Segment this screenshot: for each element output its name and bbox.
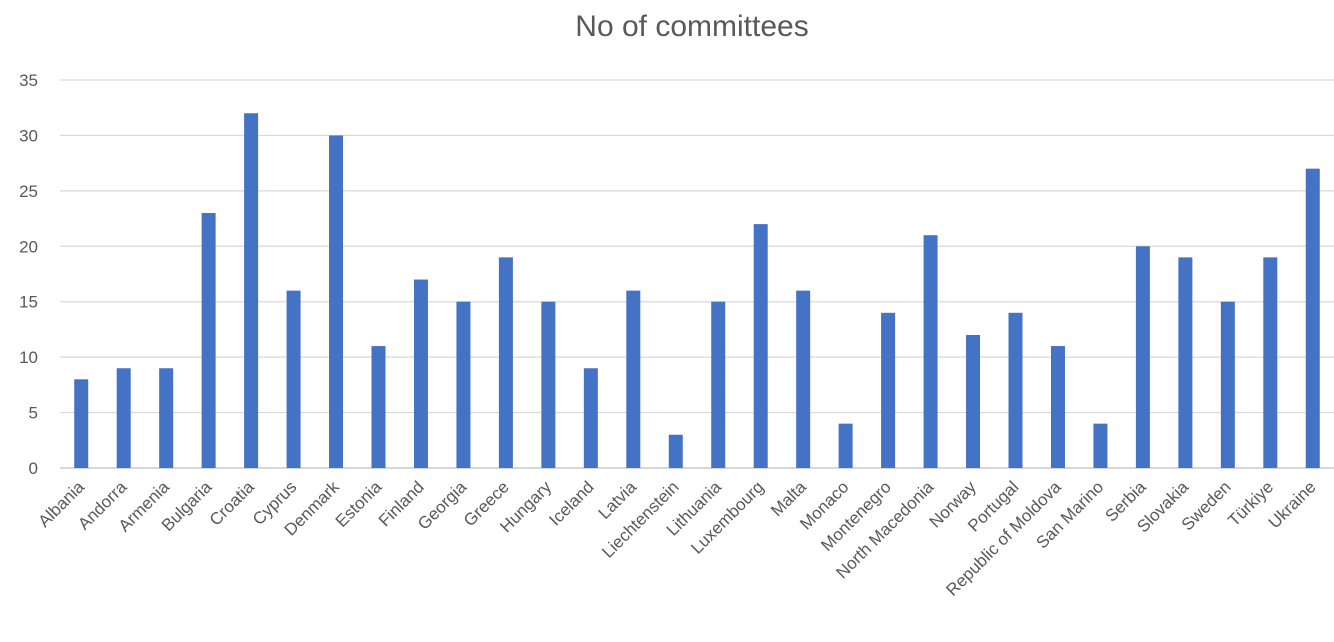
bar	[711, 301, 726, 468]
bar	[116, 368, 131, 468]
bar	[371, 346, 386, 468]
bar	[1093, 423, 1108, 468]
bar	[244, 113, 259, 468]
bar	[1050, 346, 1065, 468]
bar	[541, 301, 556, 468]
y-axis-ticks: 0 5 10 15 20 25 30 35	[19, 71, 38, 478]
bar	[329, 135, 344, 468]
bar	[74, 379, 89, 468]
bar	[881, 312, 896, 468]
x-tick-label: Georgia	[414, 477, 471, 534]
bar	[1008, 312, 1023, 468]
gridlines	[60, 79, 1334, 469]
y-tick-label: 15	[19, 293, 38, 312]
bar	[838, 423, 853, 468]
bars	[74, 113, 1320, 468]
bar	[413, 279, 428, 468]
bar	[753, 224, 768, 468]
x-tick-label: Iceland	[545, 477, 597, 529]
bar	[286, 290, 301, 468]
bar	[1305, 168, 1320, 468]
x-tick-label: Croatia	[206, 477, 259, 530]
x-tick-label: Estonia	[332, 477, 386, 531]
y-tick-label: 5	[29, 404, 38, 423]
bar	[1220, 301, 1235, 468]
y-tick-label: 25	[19, 182, 38, 201]
y-tick-label: 0	[29, 459, 38, 478]
bar	[923, 235, 938, 468]
x-tick-label: Ukraine	[1265, 477, 1320, 532]
bar	[583, 368, 598, 468]
x-axis-ticks: AlbaniaAndorraArmeniaBulgariaCroatiaCypr…	[35, 477, 1320, 600]
bar	[966, 334, 981, 468]
y-tick-label: 20	[19, 237, 38, 256]
bar	[456, 301, 471, 468]
chart-title: No of committees	[575, 10, 809, 43]
bar	[796, 290, 811, 468]
bar	[498, 257, 513, 468]
bar	[668, 434, 683, 468]
bar	[626, 290, 641, 468]
y-tick-label: 35	[19, 71, 38, 90]
bar	[201, 213, 216, 468]
bar	[1135, 246, 1150, 468]
bar	[1178, 257, 1193, 468]
y-tick-label: 10	[19, 348, 38, 367]
bar	[159, 368, 174, 468]
y-tick-label: 30	[19, 126, 38, 145]
bar	[1263, 257, 1278, 468]
